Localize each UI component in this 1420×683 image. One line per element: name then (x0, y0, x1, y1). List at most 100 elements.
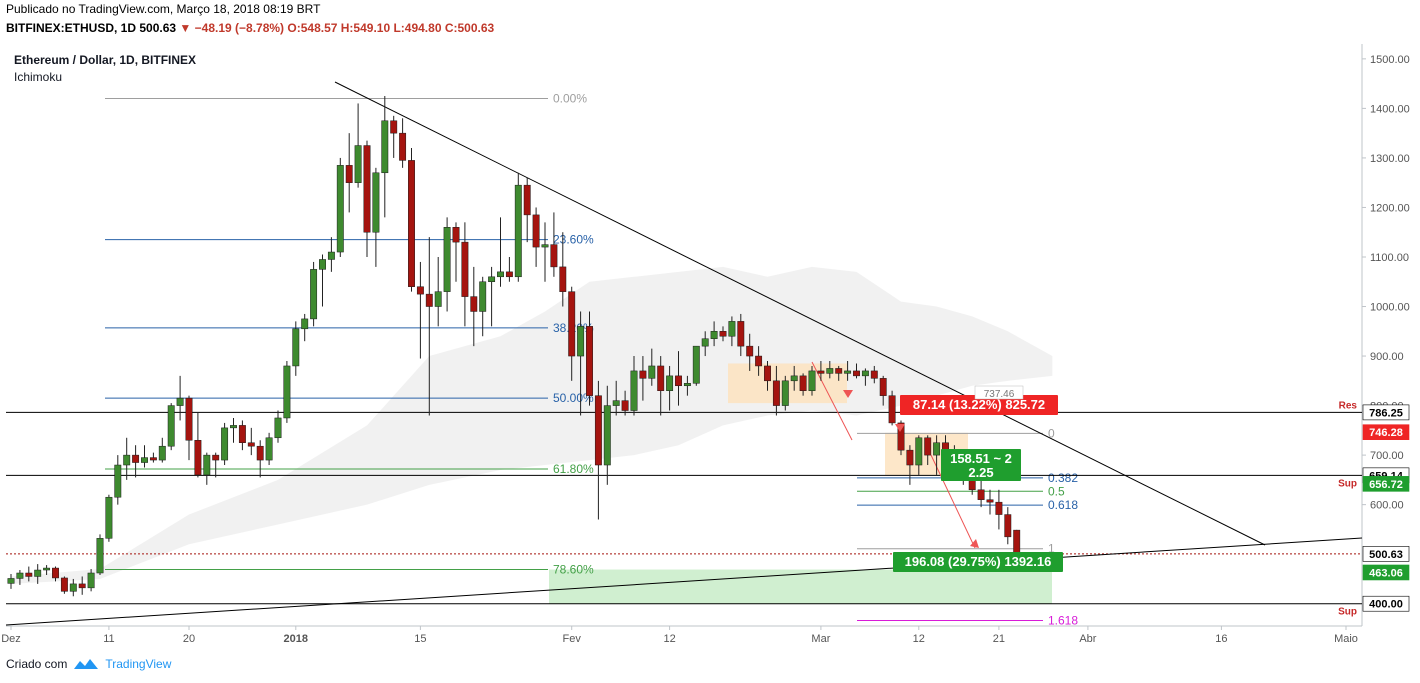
candle-body[interactable] (16, 572, 24, 579)
candle-body[interactable] (265, 437, 273, 461)
candle-body[interactable] (719, 331, 727, 337)
candle-body[interactable] (292, 328, 300, 367)
candle-body[interactable] (25, 572, 33, 577)
candle-body[interactable] (434, 291, 442, 307)
candle-body[interactable] (826, 368, 834, 374)
candle-body[interactable] (221, 427, 229, 461)
candle-body[interactable] (710, 331, 718, 339)
candle-body[interactable] (60, 577, 68, 592)
candle-body[interactable] (764, 365, 771, 382)
candle-body[interactable] (212, 454, 220, 461)
candle-body[interactable] (372, 172, 380, 233)
candle-body[interactable] (399, 132, 407, 161)
candle-body[interactable] (559, 266, 567, 292)
candle-body[interactable] (683, 383, 691, 387)
candle-body[interactable] (336, 165, 344, 253)
candle-body[interactable] (897, 422, 905, 451)
candle-body[interactable] (176, 397, 184, 406)
candle-body[interactable] (158, 445, 166, 461)
candle-body[interactable] (167, 405, 175, 447)
candle-body[interactable] (995, 501, 1003, 515)
candle-body[interactable] (701, 338, 709, 347)
candle-body[interactable] (915, 437, 923, 466)
candle-body[interactable] (977, 489, 985, 500)
candle-body[interactable] (354, 145, 362, 183)
indicator-label[interactable]: Ichimoku (14, 70, 63, 84)
candle-body[interactable] (69, 583, 77, 592)
candle-body[interactable] (310, 269, 318, 320)
candle-body[interactable] (586, 326, 593, 396)
candle-body[interactable] (879, 378, 887, 396)
candle-body[interactable] (78, 583, 86, 589)
candle-body[interactable] (345, 165, 353, 183)
candle-body[interactable] (452, 227, 460, 243)
candle-body[interactable] (132, 454, 140, 463)
candle-body[interactable] (238, 425, 246, 443)
candle-body[interactable] (203, 454, 211, 476)
candle-body[interactable] (52, 567, 59, 579)
candle-body[interactable] (621, 400, 629, 411)
candle-body[interactable] (541, 244, 549, 248)
candle-body[interactable] (123, 454, 131, 466)
candle-body[interactable] (861, 370, 869, 377)
candle-body[interactable] (737, 321, 745, 347)
candle-body[interactable] (835, 368, 843, 374)
candle-body[interactable] (870, 370, 878, 379)
candle-body[interactable] (550, 244, 558, 268)
candle-body[interactable] (888, 395, 896, 424)
candle-body[interactable] (283, 365, 291, 419)
candle-body[interactable] (185, 397, 193, 441)
candle-body[interactable] (532, 214, 540, 248)
candle-body[interactable] (755, 355, 763, 367)
candle-body[interactable] (657, 365, 665, 391)
candle-body[interactable] (1013, 529, 1021, 555)
candle-body[interactable] (470, 296, 478, 312)
candle-body[interactable] (603, 405, 611, 466)
candle-body[interactable] (479, 281, 487, 312)
candle-body[interactable] (630, 370, 638, 411)
candle-body[interactable] (256, 445, 264, 461)
candle-body[interactable] (408, 160, 415, 287)
candle-body[interactable] (692, 345, 700, 384)
candle-body[interactable] (790, 375, 798, 382)
candle-body[interactable] (425, 293, 433, 307)
candle-body[interactable] (230, 425, 237, 429)
candle-body[interactable] (7, 578, 15, 584)
candle-body[interactable] (105, 496, 113, 539)
candle-body[interactable] (461, 241, 469, 297)
candle-body[interactable] (781, 380, 789, 406)
candle-body[interactable] (327, 251, 335, 260)
candle-body[interactable] (986, 499, 994, 503)
candle-body[interactable] (568, 291, 576, 357)
candle-body[interactable] (87, 572, 95, 589)
candle-body[interactable] (34, 569, 42, 577)
candle-body[interactable] (141, 457, 148, 463)
candle-body[interactable] (728, 321, 736, 337)
candle-body[interactable] (808, 370, 816, 391)
tradingview-brand[interactable]: TradingView (105, 657, 172, 671)
candle-body[interactable] (505, 271, 513, 278)
candle-body[interactable] (817, 370, 825, 374)
candle-body[interactable] (43, 567, 51, 571)
candle-body[interactable] (416, 286, 424, 295)
candle-body[interactable] (274, 417, 282, 439)
candle-body[interactable] (301, 318, 309, 330)
candle-body[interactable] (443, 227, 451, 292)
candle-body[interactable] (363, 145, 371, 233)
candle-body[interactable] (381, 120, 389, 174)
candle-body[interactable] (772, 380, 780, 406)
candle-body[interactable] (853, 370, 860, 377)
candle-body[interactable] (1004, 514, 1012, 538)
candle-body[interactable] (746, 345, 754, 357)
candle-body[interactable] (666, 375, 674, 391)
candle-body[interactable] (149, 457, 157, 461)
candle-body[interactable] (319, 259, 326, 270)
candle-body[interactable] (96, 538, 104, 574)
candle-body[interactable] (844, 370, 852, 374)
candle-body[interactable] (933, 442, 941, 456)
candle-body[interactable] (639, 370, 647, 379)
candle-body[interactable] (906, 449, 914, 466)
candle-body[interactable] (577, 326, 585, 357)
candle-body[interactable] (648, 365, 656, 379)
